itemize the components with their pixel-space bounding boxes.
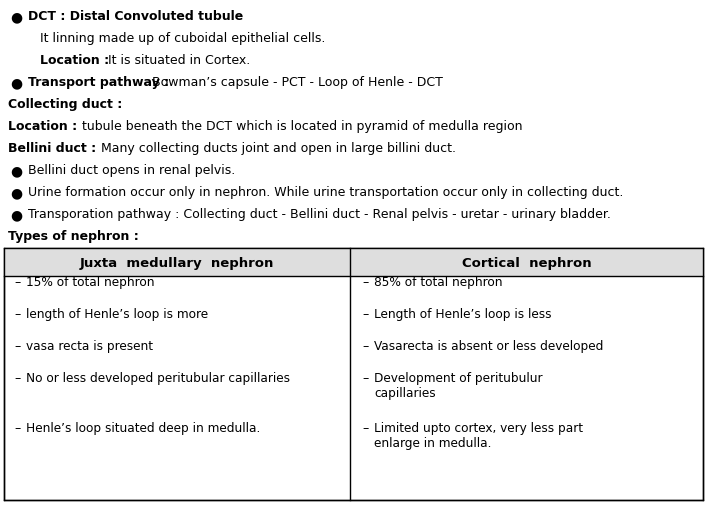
- Text: It linning made up of cuboidal epithelial cells.: It linning made up of cuboidal epithelia…: [40, 32, 325, 45]
- Text: –: –: [14, 422, 21, 435]
- Text: Location :: Location :: [40, 54, 114, 67]
- Text: DCT : Distal Convoluted tubule: DCT : Distal Convoluted tubule: [28, 10, 243, 23]
- Text: –: –: [362, 422, 368, 435]
- Text: –: –: [14, 372, 21, 385]
- Text: Transporation pathway : Collecting duct - Bellini duct - Renal pelvis - uretar -: Transporation pathway : Collecting duct …: [28, 208, 611, 221]
- Text: Cortical  nephron: Cortical nephron: [462, 258, 591, 271]
- Text: Types of nephron :: Types of nephron :: [8, 230, 139, 243]
- Bar: [4, 248, 703, 276]
- Text: –: –: [362, 276, 368, 289]
- Text: Many collecting ducts joint and open in large billini duct.: Many collecting ducts joint and open in …: [101, 142, 456, 155]
- Text: ●: ●: [10, 76, 22, 90]
- Text: Limited upto cortex, very less part
enlarge in medulla.: Limited upto cortex, very less part enla…: [374, 422, 583, 450]
- Text: vasa recta is present: vasa recta is present: [26, 340, 153, 353]
- Text: Location :: Location :: [8, 120, 86, 133]
- Text: Length of Henle’s loop is less: Length of Henle’s loop is less: [374, 308, 551, 321]
- Text: ●: ●: [10, 208, 22, 222]
- Text: ●: ●: [10, 186, 22, 200]
- Text: 15% of total nephron: 15% of total nephron: [26, 276, 155, 289]
- Text: –: –: [14, 340, 21, 353]
- Text: ●: ●: [10, 10, 22, 24]
- Text: No or less developed peritubular capillaries: No or less developed peritubular capilla…: [26, 372, 290, 385]
- Text: Collecting duct :: Collecting duct :: [8, 98, 122, 111]
- Text: ●: ●: [10, 164, 22, 178]
- Text: –: –: [362, 372, 368, 385]
- Text: 85% of total nephron: 85% of total nephron: [374, 276, 503, 289]
- Text: Henle’s loop situated deep in medulla.: Henle’s loop situated deep in medulla.: [26, 422, 260, 435]
- Text: –: –: [14, 308, 21, 321]
- Bar: [4, 248, 703, 500]
- Text: Development of peritubulur
capillaries: Development of peritubulur capillaries: [374, 372, 542, 400]
- Text: –: –: [362, 340, 368, 353]
- Text: –: –: [14, 276, 21, 289]
- Text: Vasarecta is absent or less developed: Vasarecta is absent or less developed: [374, 340, 603, 353]
- Text: It is situated in Cortex.: It is situated in Cortex.: [108, 54, 250, 67]
- Text: tubule beneath the DCT which is located in pyramid of medulla region: tubule beneath the DCT which is located …: [83, 120, 523, 133]
- Text: Urine formation occur only in nephron. While urine transportation occur only in : Urine formation occur only in nephron. W…: [28, 186, 624, 199]
- Text: length of Henle’s loop is more: length of Henle’s loop is more: [26, 308, 208, 321]
- Text: –: –: [362, 308, 368, 321]
- Text: Bellini duct opens in renal pelvis.: Bellini duct opens in renal pelvis.: [28, 164, 235, 177]
- Text: Bowman’s capsule - PCT - Loop of Henle - DCT: Bowman’s capsule - PCT - Loop of Henle -…: [152, 76, 443, 89]
- Text: Juxta  medullary  nephron: Juxta medullary nephron: [80, 258, 274, 271]
- Text: Bellini duct :: Bellini duct :: [8, 142, 100, 155]
- Text: Transport pathway :: Transport pathway :: [28, 76, 173, 89]
